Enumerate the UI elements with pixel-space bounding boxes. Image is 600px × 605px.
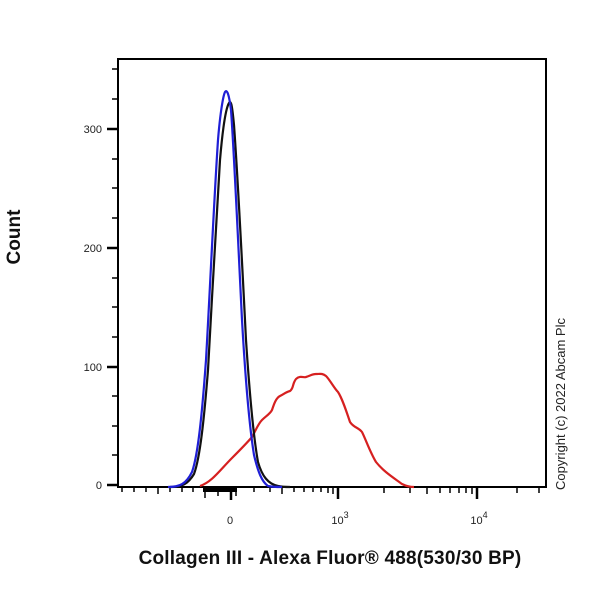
x-tick-label-10000: 104: [470, 510, 487, 527]
y-tick-label: 100: [84, 362, 102, 374]
x-tick-label-1000: 103: [331, 510, 348, 527]
x-tick-labels: 0 103 104: [227, 510, 488, 527]
series-blue-curve: [167, 90, 283, 489]
copyright-notice: Copyright (c) 2022 Abcam Plc: [553, 318, 568, 490]
y-tick-labels: 0 100 200 300: [84, 124, 102, 492]
plot-frame: [117, 58, 547, 488]
series-red-curve: [199, 372, 415, 489]
y-tick-label: 200: [84, 243, 102, 255]
y-tick-label: 0: [96, 480, 102, 492]
x-tick-label-0: 0: [227, 515, 233, 527]
y-tick-label: 300: [84, 124, 102, 136]
x-axis-ticks: [121, 487, 540, 500]
y-axis-title: Count: [4, 209, 25, 265]
y-axis-ticks: [107, 68, 118, 487]
x-axis-title: Collagen III - Alexa Fluor® 488(530/30 B…: [138, 548, 522, 569]
series-black-curve: [169, 101, 291, 489]
